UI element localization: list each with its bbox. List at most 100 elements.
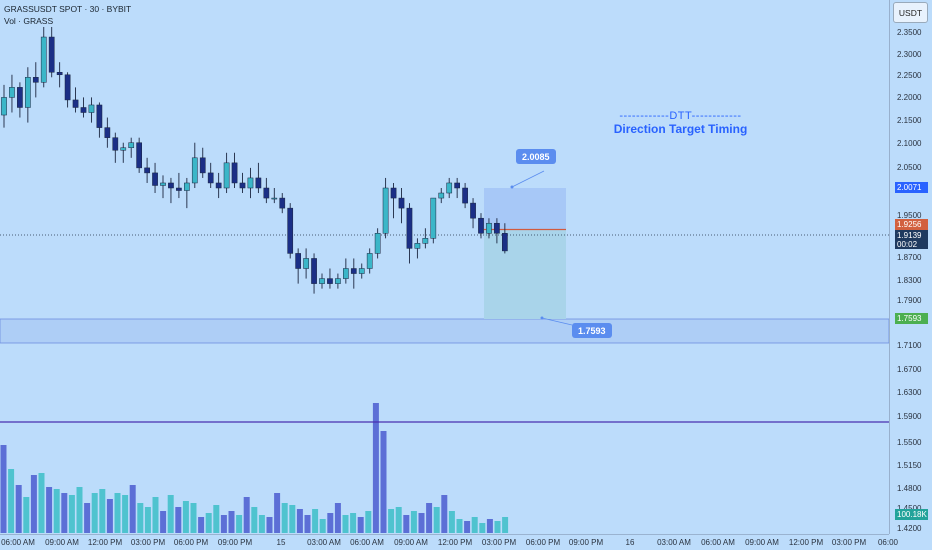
volume-bar: [129, 485, 136, 533]
candle-body: [88, 104, 95, 113]
upper-tag-connector: [511, 170, 545, 188]
currency-button[interactable]: USDT: [893, 2, 928, 23]
price-tick-label: 1.5150: [897, 461, 922, 470]
candle-body: [17, 87, 23, 108]
candle-body: [112, 137, 119, 151]
upper-target-tag[interactable]: 2.0085: [516, 149, 556, 164]
time-axis-panel[interactable]: [0, 534, 932, 550]
volume-bar: [441, 495, 448, 533]
volume-bar: [152, 497, 159, 533]
candle-body: [128, 142, 135, 148]
candle-body: [382, 187, 389, 234]
price-tick-label: 1.6700: [897, 365, 922, 374]
price-tick-label: 1.4800: [897, 484, 922, 493]
volume-bar: [76, 487, 83, 533]
price-tick-label: 1.5900: [897, 412, 922, 421]
volume-bar: [464, 521, 471, 533]
time-tick-label: 12:00 PM: [438, 538, 473, 547]
corner-settings[interactable]: [922, 539, 932, 550]
stop-zone-price-label: 1.7593: [895, 313, 928, 324]
time-tick-label: 09:00 PM: [569, 538, 604, 547]
candle-body: [56, 72, 63, 76]
volume-bar: [403, 515, 410, 533]
volume-indicator-title[interactable]: Vol · GRASS: [4, 16, 54, 26]
candle-body: [96, 104, 103, 128]
volume-bar: [319, 519, 326, 533]
lower-tag-anchor: [540, 316, 544, 320]
volume-bar: [251, 507, 258, 533]
volume-bar: [190, 503, 197, 533]
lower-target-tag[interactable]: 1.7593: [572, 323, 612, 338]
candle-body: [438, 192, 445, 199]
volume-bar: [258, 515, 265, 533]
candle-body: [120, 147, 127, 151]
volume-bar: [205, 513, 212, 533]
volume-bar: [84, 503, 91, 533]
volume-bar: [220, 515, 227, 533]
price-tick-label: 2.2500: [897, 71, 922, 80]
volume-bar: [486, 519, 493, 533]
target-zone[interactable]: [484, 188, 566, 229]
candle-body: [390, 187, 397, 199]
volume-bar: [236, 515, 243, 533]
time-tick-label: 12:00 PM: [88, 538, 123, 547]
price-tick-label: 1.8700: [897, 253, 922, 262]
volume-bar: [274, 493, 281, 533]
volume-bar: [479, 523, 486, 533]
volume-bar: [281, 503, 288, 533]
volume-bar: [23, 497, 30, 533]
price-tick-label: 1.6300: [897, 388, 922, 397]
volume-bar: [312, 509, 319, 533]
candle-body: [422, 238, 429, 244]
volume-bar: [289, 505, 296, 533]
price-tick-label: 1.7100: [897, 341, 922, 350]
candle-body: [207, 172, 214, 184]
candle-body: [414, 243, 421, 249]
chart-header: GRASSUSDT SPOT · 30 · BYBIT Vol · GRASS: [4, 3, 131, 27]
volume-bar: [448, 511, 455, 533]
volume-bar: [243, 497, 250, 533]
support-zone: [0, 318, 890, 344]
volume-bar: [114, 493, 121, 533]
volume-bars: [0, 403, 509, 533]
volume-bar: [502, 517, 509, 533]
price-axis-panel[interactable]: [889, 0, 932, 550]
symbol-title[interactable]: GRASSUSDT SPOT · 30 · BYBIT: [4, 4, 132, 14]
volume-bar: [494, 521, 501, 533]
time-tick-label: 16: [626, 538, 635, 547]
volume-bar: [327, 513, 334, 533]
volume-bar: [342, 515, 349, 533]
candle-body: [327, 278, 333, 284]
candle-body: [255, 177, 262, 189]
upper-tag-anchor: [510, 185, 514, 189]
time-tick-label: 06:00: [878, 538, 899, 547]
candle-body: [231, 162, 238, 184]
candle-body: [32, 77, 39, 83]
price-tick-label: 2.2000: [897, 93, 922, 102]
candle-body: [366, 253, 373, 269]
candle-body: [470, 202, 476, 219]
volume-bar: [182, 501, 189, 533]
volume-bar: [418, 513, 425, 533]
entry-price-label: 1.9256: [895, 219, 928, 230]
candle-body: [199, 157, 206, 174]
volume-bar: [175, 507, 182, 533]
volume-bar: [296, 509, 303, 533]
time-tick-label: 06:00 AM: [701, 538, 735, 547]
candle-body: [1, 97, 7, 116]
volume-bar: [426, 503, 433, 533]
dtt-line: ------------DTT------------: [619, 110, 742, 122]
candle-body: [486, 222, 492, 234]
volume-bar: [228, 511, 235, 533]
volume-bar: [137, 503, 144, 533]
position-zones: [0, 170, 890, 423]
candle-body: [271, 197, 278, 200]
volume-bar: [372, 403, 379, 533]
stop-zone[interactable]: [484, 229, 566, 319]
candle-body: [239, 182, 246, 189]
time-tick-label: 03:00 AM: [657, 538, 691, 547]
time-tick-label: 03:00 PM: [832, 538, 867, 547]
volume-bar: [122, 495, 129, 533]
